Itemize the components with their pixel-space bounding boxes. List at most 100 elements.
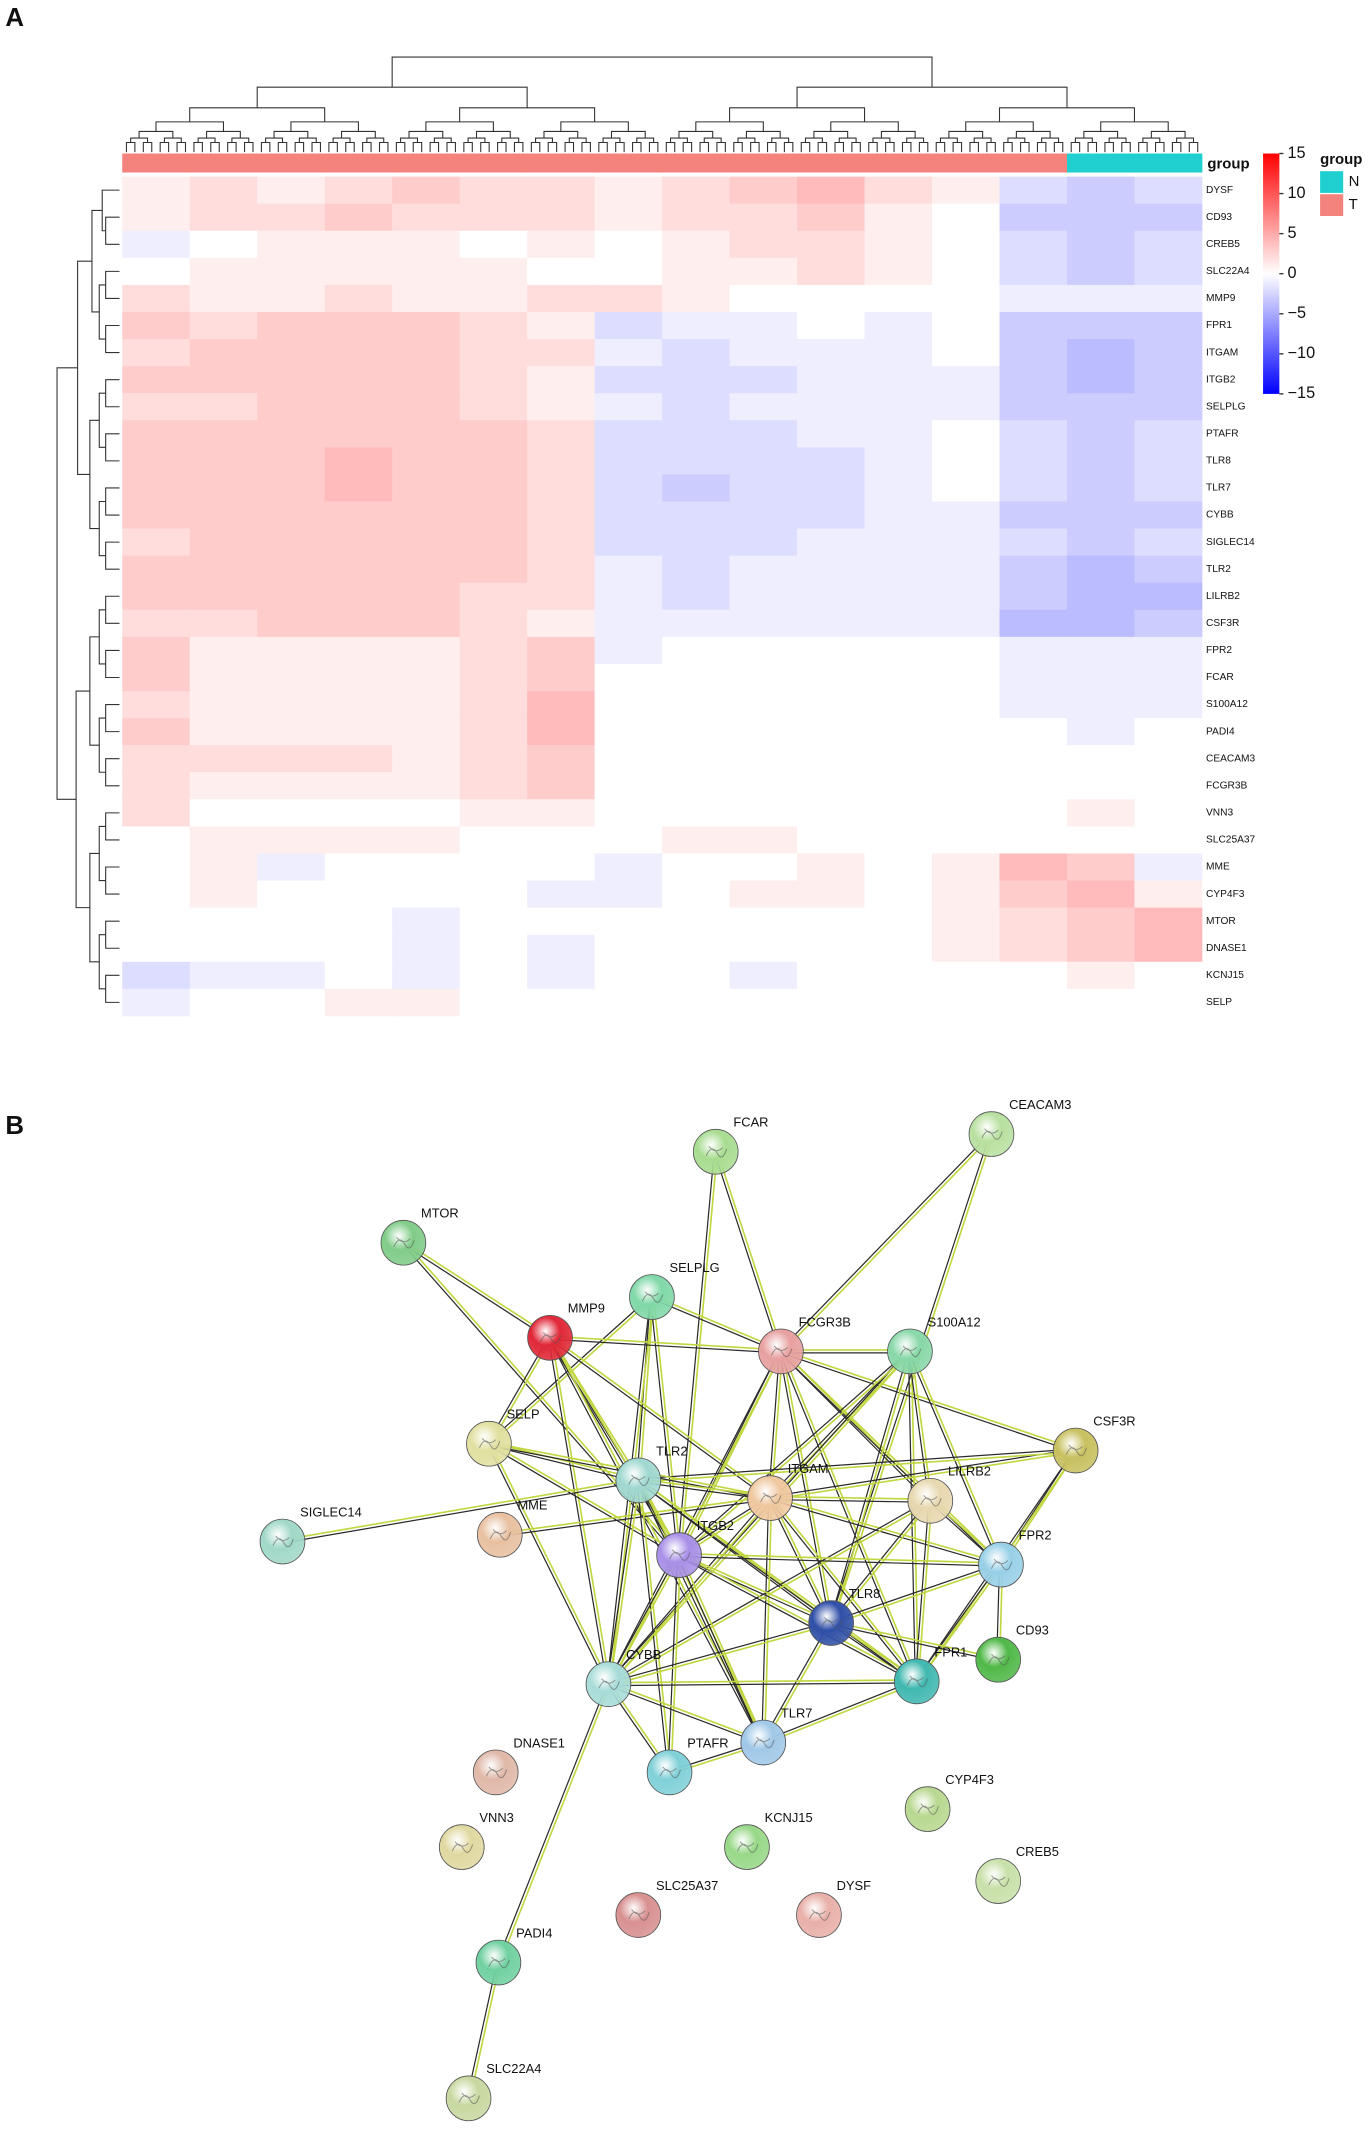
dendrogram	[130, 137, 149, 143]
row-label: SIGLEC14	[1206, 537, 1255, 548]
heatmap-cell	[527, 691, 596, 719]
heatmap-cell	[797, 907, 865, 936]
heatmap-cell	[122, 447, 191, 475]
heatmap-cell	[189, 366, 258, 394]
heatmap-cell	[999, 257, 1068, 286]
heatmap-cell	[527, 609, 596, 638]
heatmap-cell	[662, 988, 730, 1017]
heatmap-cell	[122, 176, 191, 205]
heatmap-cell	[189, 420, 258, 448]
edge	[679, 1552, 833, 1623]
protein-structure	[1065, 1444, 1087, 1457]
heatmap-cell	[459, 257, 528, 286]
heatmap-cell	[1134, 474, 1203, 502]
heatmap-cell	[864, 284, 933, 313]
heatmap-cell	[257, 284, 326, 313]
heatmap-cell	[1066, 961, 1135, 990]
heatmap-cell	[594, 826, 663, 854]
edge	[282, 1478, 639, 1541]
edge	[770, 1451, 1076, 1501]
edge	[606, 1496, 770, 1684]
dendrogram	[1041, 137, 1060, 143]
heatmap-cell	[864, 636, 933, 665]
heatmap-cell	[729, 393, 798, 421]
dendrogram	[800, 141, 811, 153]
heatmap-cell	[729, 528, 798, 557]
protein-structure	[478, 1437, 501, 1450]
edge	[829, 1350, 910, 1623]
heatmap-cell	[729, 203, 798, 232]
heatmap-cell	[527, 501, 596, 529]
heatmap-cell	[932, 961, 1000, 990]
heatmap-cell	[122, 339, 191, 367]
edge	[607, 1498, 930, 1684]
dendrogram	[830, 121, 899, 132]
heatmap-cell	[189, 528, 258, 557]
row-label: TLR7	[1206, 483, 1231, 494]
dendrogram	[163, 137, 182, 143]
dendrogram	[277, 141, 288, 153]
edge	[487, 1295, 652, 1444]
row-label: DNASE1	[1206, 943, 1247, 954]
heatmap-cell	[729, 961, 798, 990]
dendrogram	[1036, 141, 1047, 153]
heatmap-cell	[1066, 636, 1135, 665]
dendrogram	[598, 141, 608, 153]
node-label: DNASE1	[513, 1735, 565, 1750]
dendrogram	[98, 500, 106, 557]
heatmap-cell	[459, 528, 528, 557]
dendrogram	[535, 137, 553, 143]
dendrogram	[901, 141, 912, 153]
heatmap-cell	[189, 393, 258, 421]
heatmap-cell	[324, 663, 393, 692]
heatmap-cell	[257, 691, 326, 719]
heatmap-cell	[1066, 474, 1135, 502]
heatmap-cell	[324, 447, 393, 475]
heatmap-cell	[662, 447, 730, 475]
edge	[781, 1350, 834, 1623]
node-label: MMP9	[568, 1301, 605, 1316]
heatmap-cell	[864, 501, 933, 529]
protein-structure	[988, 1653, 1010, 1666]
heatmap-cell	[1134, 447, 1203, 475]
dendrogram	[1007, 137, 1026, 143]
heatmap-cell	[122, 826, 191, 854]
protein-structure	[917, 1803, 939, 1815]
dendrogram	[695, 121, 764, 132]
edge	[907, 1351, 916, 1682]
heatmap-cell	[594, 311, 663, 340]
dendrogram	[56, 367, 78, 800]
dendrogram	[294, 141, 305, 153]
edge	[781, 1350, 919, 1682]
heatmap-cell	[527, 555, 596, 584]
heatmap-cell	[662, 284, 730, 313]
heatmap-cell	[324, 799, 393, 827]
heatmap-cell	[392, 203, 461, 232]
dendrogram	[838, 137, 857, 143]
heatmap-cell	[864, 420, 933, 448]
heatmap-cell	[932, 988, 1000, 1017]
heatmap-cell	[122, 609, 191, 638]
row-label: LILRB2	[1206, 591, 1240, 602]
heatmap-cell	[459, 934, 528, 963]
heatmap-cell	[459, 745, 528, 773]
row-label: SLC25A37	[1206, 835, 1256, 846]
heatmap-cell	[189, 745, 258, 773]
dendrogram	[766, 141, 777, 153]
heatmap-cell	[527, 230, 596, 259]
heatmap-cell	[189, 447, 258, 475]
dendrogram	[1171, 141, 1182, 153]
legend-label: T	[1349, 196, 1358, 213]
heatmap-cell	[392, 636, 461, 665]
heatmap-cell	[932, 474, 1000, 502]
heatmap-cell	[864, 230, 933, 259]
row-label: VNN3	[1206, 808, 1233, 819]
heatmap-cell	[1134, 988, 1203, 1017]
node-label: CD93	[1016, 1623, 1049, 1638]
heatmap-cell	[324, 988, 393, 1017]
edge	[678, 1555, 917, 1684]
row-label: CYBB	[1206, 510, 1234, 521]
heatmap-cell	[459, 393, 528, 421]
heatmap-cell	[459, 339, 528, 367]
